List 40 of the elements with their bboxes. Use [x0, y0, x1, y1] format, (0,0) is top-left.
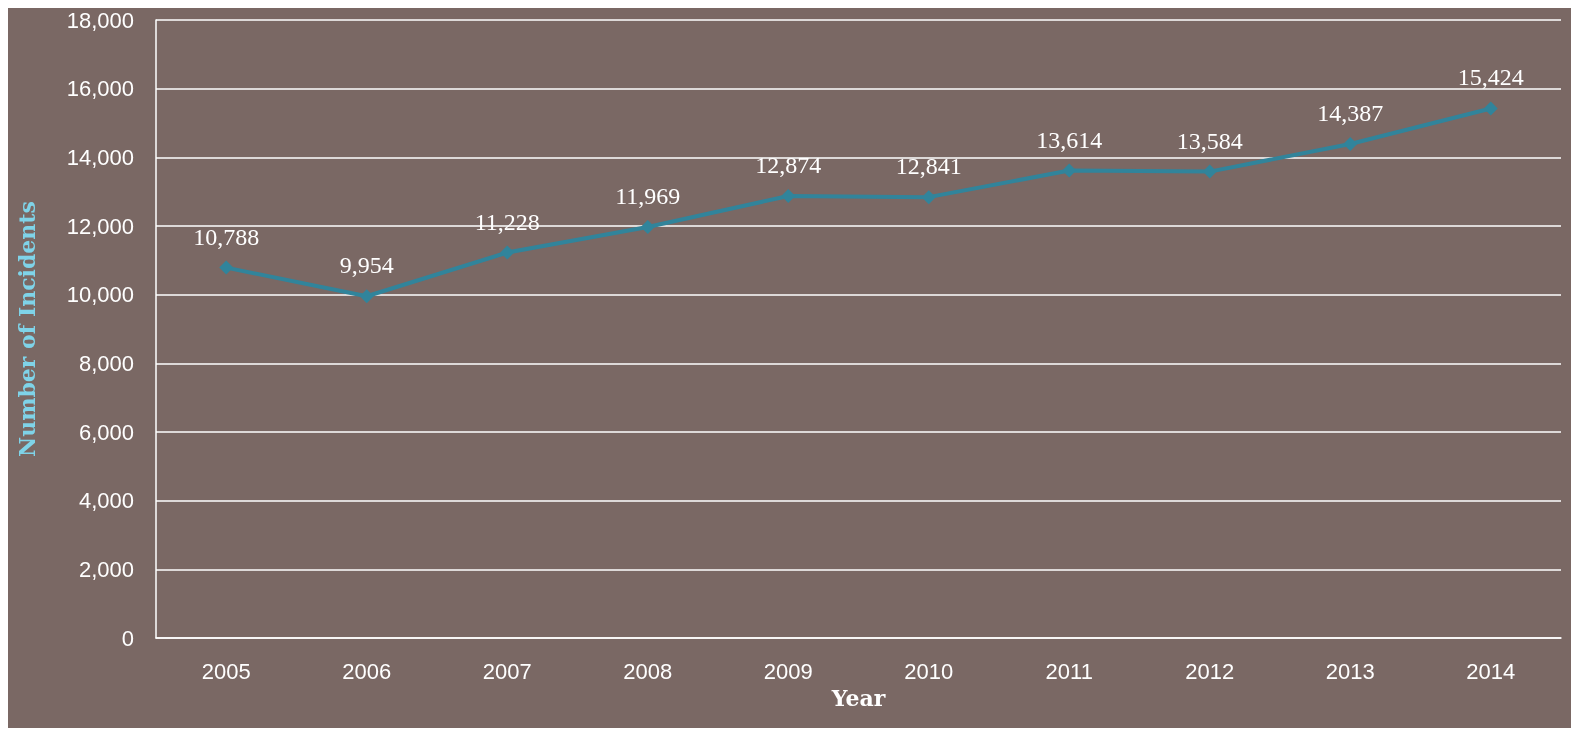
x-tick-label: 2013	[1325, 658, 1375, 684]
point	[1483, 101, 1498, 116]
point	[1062, 163, 1077, 178]
y-tick-label: 8,000	[78, 350, 134, 376]
data-label: 15,424	[1457, 64, 1524, 91]
x-tick-label: 2006	[342, 658, 392, 684]
y-tick-label: 0	[121, 625, 134, 651]
point	[921, 190, 936, 205]
x-tick-label: 2010	[904, 658, 954, 684]
x-tick-label: 2008	[623, 658, 673, 684]
data-label: 10,788	[193, 223, 260, 250]
x-tick-label: 2007	[482, 658, 532, 684]
data-label: 9,954	[339, 252, 394, 279]
y-tick-label: 18,000	[66, 7, 134, 33]
x-tick-label: 2009	[763, 658, 813, 684]
x-tick-label: 2005	[201, 658, 251, 684]
data-label: 13,584	[1176, 127, 1243, 154]
x-tick-label: 2014	[1466, 658, 1516, 684]
data-label: 13,614	[1036, 126, 1103, 153]
y-axis-title: Number of Incidents	[14, 201, 40, 457]
y-tick-label: 16,000	[66, 76, 134, 102]
x-tick-label: 2012	[1185, 658, 1235, 684]
data-label: 11,969	[615, 183, 681, 210]
point	[1202, 164, 1217, 179]
y-tick-label: 4,000	[78, 488, 134, 514]
y-tick-label: 6,000	[78, 419, 134, 445]
x-tick-label: 2011	[1045, 658, 1093, 684]
y-tick-label: 12,000	[66, 213, 134, 239]
point	[359, 289, 374, 304]
point	[640, 220, 655, 235]
y-tick-label: 2,000	[78, 556, 134, 582]
data-label: 12,841	[895, 153, 962, 180]
y-tick-label: 14,000	[66, 144, 134, 170]
point	[1343, 137, 1358, 152]
data-label: 14,387	[1317, 100, 1384, 127]
x-axis-title: Year	[830, 684, 886, 711]
y-tick-label: 10,000	[66, 282, 134, 308]
point	[219, 260, 234, 275]
data-label: 12,874	[755, 151, 822, 178]
point	[500, 245, 515, 260]
